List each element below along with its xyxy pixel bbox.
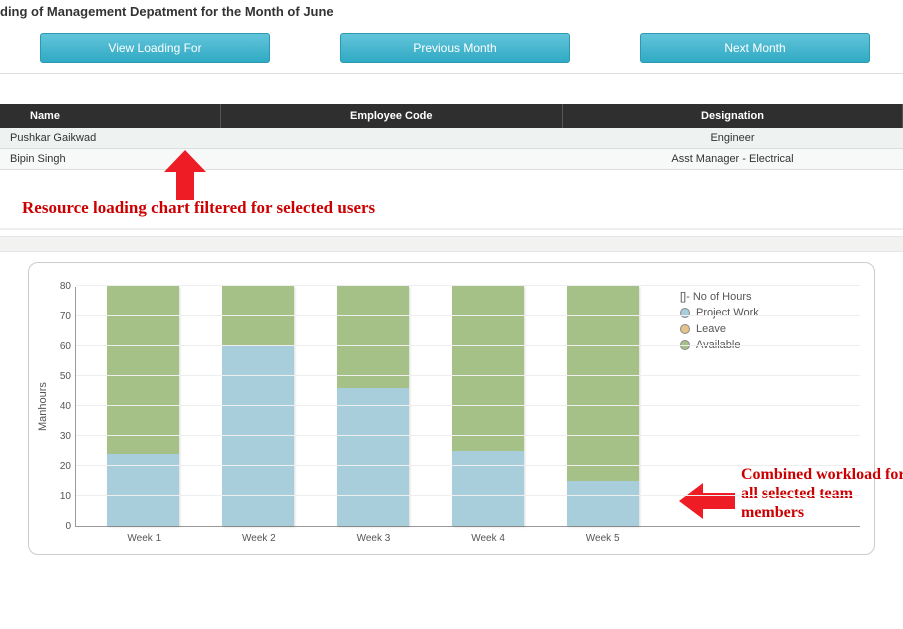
x-category: Week 4 (452, 533, 524, 544)
table-row[interactable]: Bipin SinghAsst Manager - Electrical (0, 149, 903, 170)
page-title: ding of Management Depatment for the Mon… (0, 0, 903, 27)
x-category: Week 3 (337, 533, 409, 544)
table-header-row: Name Employee Code Designation (0, 104, 903, 128)
chart-card: Manhours 01020304050607080 []- No of Hou… (28, 262, 875, 555)
bar-segment-available[interactable] (337, 286, 409, 388)
bar[interactable] (337, 286, 409, 526)
annotation-1-text: Resource loading chart filtered for sele… (22, 198, 375, 218)
bar-segment-available[interactable] (452, 286, 524, 451)
divider-strip (0, 236, 903, 252)
legend-swatch-icon (680, 308, 690, 318)
bar-segment-available[interactable] (222, 286, 294, 346)
bar-segment-project-work[interactable] (337, 388, 409, 526)
bar-segment-available[interactable] (107, 286, 179, 454)
gridline (76, 315, 860, 316)
bar[interactable] (222, 286, 294, 526)
gridline (76, 495, 860, 496)
bar-segment-project-work[interactable] (222, 346, 294, 526)
legend-title: []- No of Hours (680, 291, 850, 303)
bars-container (76, 287, 670, 526)
gridline (76, 285, 860, 286)
gridline (76, 375, 860, 376)
x-category: Week 2 (223, 533, 295, 544)
gridline (76, 345, 860, 346)
cell-code (220, 149, 563, 170)
view-loading-for-button[interactable]: View Loading For (40, 33, 270, 63)
cell-name: Pushkar Gaikwad (0, 128, 220, 149)
gridline (76, 465, 860, 466)
legend-label: Project Work (696, 307, 759, 319)
cell-code (220, 128, 563, 149)
col-name: Name (0, 104, 220, 128)
table-row[interactable]: Pushkar Gaikwad Engineer (0, 128, 903, 149)
chart-plot-area: []- No of HoursProject WorkLeaveAvailabl… (75, 287, 860, 527)
arrow-up-icon (164, 150, 206, 200)
bar-segment-project-work[interactable] (452, 451, 524, 526)
cell-designation: Engineer (563, 128, 903, 149)
y-axis-label: Manhours (35, 287, 51, 527)
legend-swatch-icon (680, 324, 690, 334)
legend-item: Leave (680, 323, 850, 335)
col-employee-code: Employee Code (220, 104, 563, 128)
x-category: Week 5 (567, 533, 639, 544)
annotation-1-wrap: Resource loading chart filtered for sele… (0, 170, 903, 230)
gridline (76, 405, 860, 406)
next-month-button[interactable]: Next Month (640, 33, 870, 63)
bar[interactable] (452, 286, 524, 526)
cell-designation: Asst Manager - Electrical (563, 149, 903, 170)
annotation-2-text: Combined workload for all selected team … (741, 465, 903, 523)
previous-month-button[interactable]: Previous Month (340, 33, 570, 63)
button-row: View Loading For Previous Month Next Mon… (0, 27, 903, 74)
x-category: Week 1 (108, 533, 180, 544)
x-axis-labels: Week 1 Week 2 Week 3 Week 4 Week 5 (77, 527, 670, 544)
arrow-left-icon (679, 483, 735, 519)
gridline (76, 435, 860, 436)
bar-segment-project-work[interactable] (567, 481, 639, 526)
legend-item: Project Work (680, 307, 850, 319)
bar[interactable] (567, 286, 639, 526)
bar[interactable] (107, 286, 179, 526)
employee-table: Name Employee Code Designation Pushkar G… (0, 104, 903, 170)
y-axis-ticks: 01020304050607080 (51, 287, 75, 527)
col-designation: Designation (563, 104, 903, 128)
legend-label: Leave (696, 323, 726, 335)
